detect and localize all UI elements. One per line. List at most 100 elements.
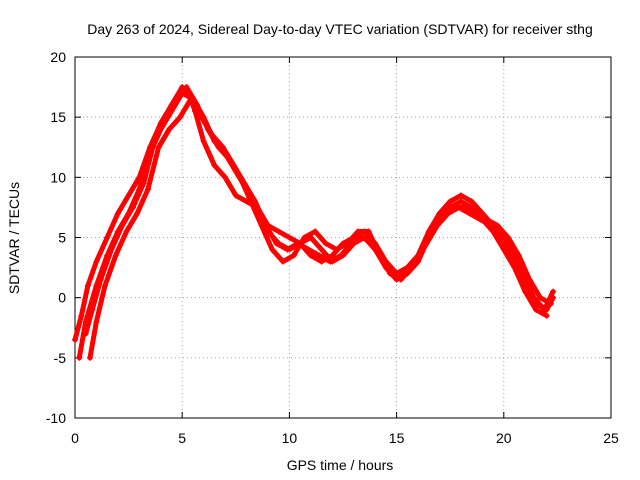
series-track-3	[82, 84, 554, 337]
data-point-marker	[129, 204, 136, 211]
data-point-marker	[172, 96, 179, 103]
data-point-marker	[434, 222, 441, 229]
data-point-marker	[125, 192, 132, 199]
data-point-marker	[370, 240, 377, 247]
x-tick-label: 0	[71, 430, 79, 446]
y-tick-label: -5	[54, 350, 67, 366]
axis-ticks: 0 5 10 15 20 25 -10 -5 0 5 10 15 20	[46, 49, 619, 446]
data-point-marker	[541, 306, 548, 313]
data-point-marker	[305, 246, 312, 253]
data-point-marker	[530, 294, 537, 301]
grid-lines	[75, 57, 611, 418]
data-point-marker	[230, 162, 237, 169]
data-point-marker	[333, 246, 340, 253]
data-point-marker	[78, 312, 85, 319]
data-point-marker	[279, 258, 286, 265]
data-point-marker	[423, 240, 430, 247]
data-point-marker	[290, 252, 297, 259]
data-point-marker	[108, 246, 115, 253]
data-point-marker	[509, 246, 516, 253]
data-point-marker	[532, 306, 539, 313]
data-point-marker	[89, 306, 96, 313]
data-point-marker	[359, 234, 366, 241]
data-point-marker	[468, 198, 475, 205]
data-point-marker	[500, 246, 507, 253]
data-point-marker	[198, 114, 205, 121]
y-tick-label: 10	[50, 169, 66, 185]
y-tick-label: -10	[46, 410, 66, 426]
data-point-marker	[140, 180, 147, 187]
data-point-marker	[355, 228, 362, 235]
chart-title: Day 263 of 2024, Sidereal Day-to-day VTE…	[87, 21, 593, 37]
data-point-marker	[457, 198, 464, 205]
y-tick-label: 0	[58, 290, 66, 306]
y-tick-label: 20	[50, 49, 66, 65]
series-track-4	[87, 96, 557, 361]
data-point-marker	[498, 228, 505, 235]
data-point-marker	[93, 318, 100, 325]
data-point-marker	[97, 276, 104, 283]
data-point-marker	[134, 210, 141, 217]
x-tick-label: 10	[282, 430, 298, 446]
data-point-marker	[337, 252, 344, 259]
y-tick-label: 15	[50, 109, 66, 125]
data-point-marker	[211, 162, 218, 169]
y-tick-label: 5	[58, 230, 66, 246]
series-track-1	[72, 84, 557, 343]
data-point-marker	[119, 222, 126, 229]
data-point-marker	[76, 354, 83, 361]
data-point-marker	[155, 144, 162, 151]
data-point-marker	[466, 210, 473, 217]
data-point-marker	[316, 252, 323, 259]
data-point-marker	[318, 246, 325, 253]
data-point-marker	[241, 180, 248, 187]
data-point-marker	[87, 354, 94, 361]
data-point-marker	[550, 288, 557, 295]
data-point-marker	[166, 126, 173, 133]
data-point-marker	[445, 210, 452, 217]
data-point-marker	[284, 246, 291, 253]
data-point-marker	[412, 258, 419, 265]
data-point-marker	[104, 234, 111, 241]
data-point-marker	[187, 96, 194, 103]
data-point-marker	[348, 240, 355, 247]
data-point-marker	[93, 258, 100, 265]
data-point-marker	[262, 222, 269, 229]
data-point-marker	[219, 144, 226, 151]
data-point-marker	[114, 210, 121, 217]
data-point-marker	[151, 138, 158, 145]
data-point-marker	[365, 228, 372, 235]
x-tick-label: 20	[496, 430, 512, 446]
data-point-marker	[275, 228, 282, 235]
data-point-marker	[391, 270, 398, 277]
data-point-marker	[112, 252, 119, 259]
data-point-marker	[269, 246, 276, 253]
x-tick-label: 25	[603, 430, 619, 446]
data-point-marker	[162, 114, 169, 121]
data-point-marker	[477, 216, 484, 223]
data-point-marker	[144, 186, 151, 193]
data-point-marker	[520, 270, 527, 277]
data-point-marker	[327, 258, 334, 265]
data-point-marker	[522, 288, 529, 295]
data-point-marker	[455, 204, 462, 211]
data-point-marker	[457, 192, 464, 199]
x-tick-label: 15	[389, 430, 405, 446]
x-tick-label: 5	[178, 430, 186, 446]
data-point-marker	[232, 192, 239, 199]
data-point-marker	[200, 138, 207, 145]
data-point-marker	[82, 330, 89, 337]
data-point-marker	[380, 258, 387, 265]
data-point-marker	[286, 234, 293, 241]
data-point-marker	[294, 240, 301, 247]
data-point-marker	[252, 198, 259, 205]
data-point-marker	[397, 276, 404, 283]
data-point-marker	[447, 198, 454, 205]
data-point-marker	[84, 282, 91, 289]
data-point-marker	[402, 270, 409, 277]
series-track-2	[76, 90, 550, 361]
data-point-marker	[322, 240, 329, 247]
y-axis-label: SDTVAR / TECUs	[6, 182, 22, 294]
data-point-marker	[511, 264, 518, 271]
data-point-marker	[209, 132, 216, 139]
